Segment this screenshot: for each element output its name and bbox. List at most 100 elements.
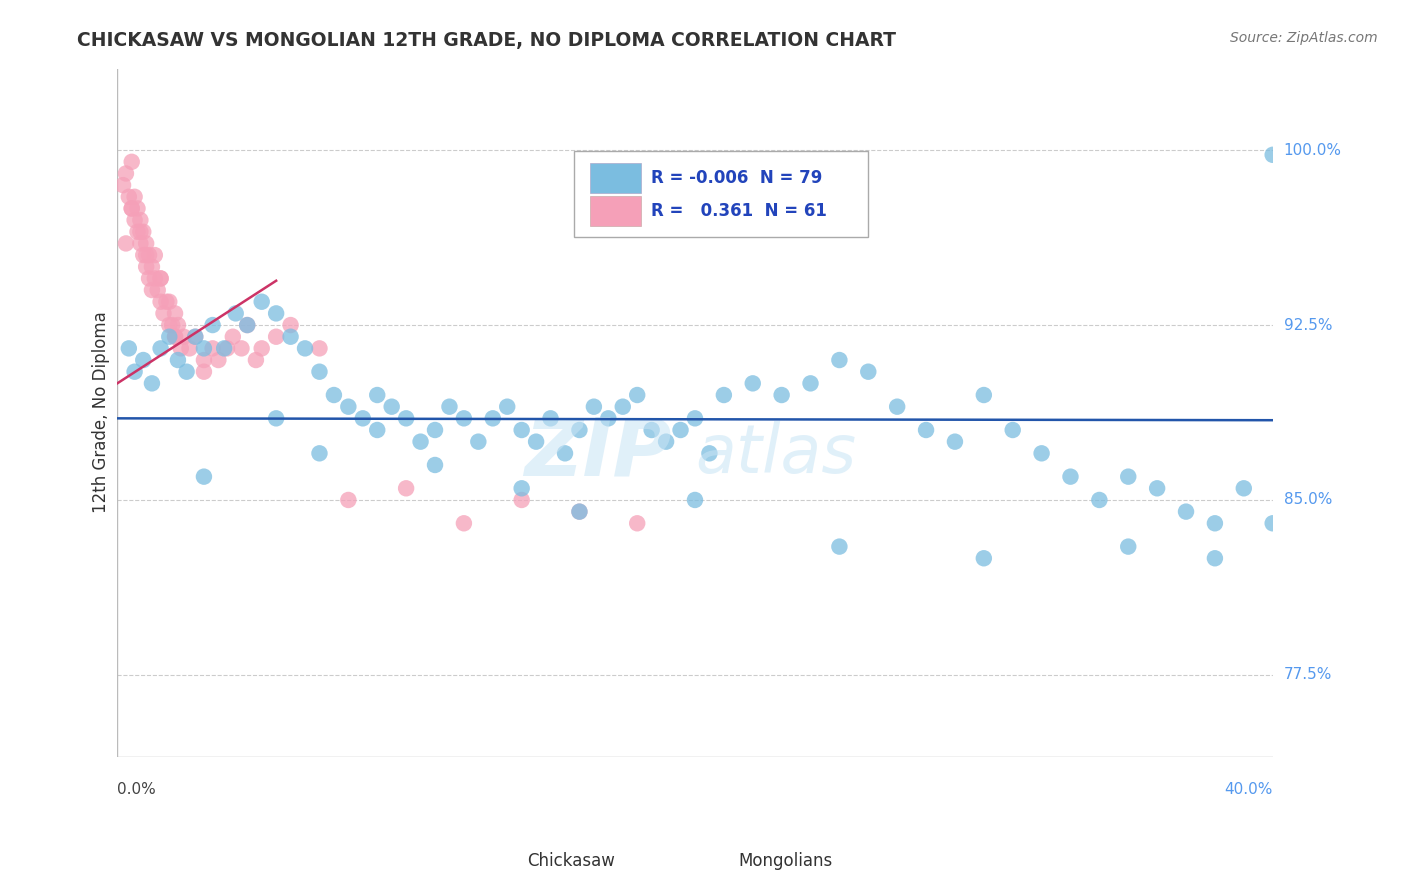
Point: [582, 400, 605, 414]
Point: [1175, 505, 1198, 519]
Text: Mongolians: Mongolians: [738, 852, 832, 870]
Point: [193, 469, 215, 483]
Point: [149, 271, 172, 285]
Point: [886, 400, 908, 414]
Point: [170, 342, 193, 356]
Point: [143, 271, 166, 285]
Point: [264, 411, 287, 425]
Point: [129, 236, 152, 251]
Point: [236, 318, 259, 332]
Point: [481, 411, 503, 425]
Point: [135, 236, 157, 251]
Point: [308, 342, 330, 356]
Point: [915, 423, 938, 437]
Point: [366, 423, 388, 437]
Text: 92.5%: 92.5%: [1284, 318, 1333, 333]
Point: [381, 400, 404, 414]
Point: [135, 260, 157, 274]
Point: [366, 388, 388, 402]
Text: Source: ZipAtlas.com: Source: ZipAtlas.com: [1230, 31, 1378, 45]
Point: [163, 329, 186, 343]
Point: [141, 283, 163, 297]
Point: [121, 202, 143, 216]
Text: 85.0%: 85.0%: [1284, 492, 1331, 508]
Point: [568, 505, 591, 519]
Point: [1146, 481, 1168, 495]
Point: [626, 516, 648, 531]
Point: [1116, 540, 1139, 554]
Point: [149, 271, 172, 285]
Point: [540, 411, 562, 425]
Point: [118, 190, 141, 204]
Point: [1204, 516, 1226, 531]
Point: [598, 411, 620, 425]
Text: 40.0%: 40.0%: [1225, 781, 1272, 797]
Text: 100.0%: 100.0%: [1284, 143, 1341, 158]
Point: [193, 353, 215, 368]
Point: [770, 388, 793, 402]
Point: [409, 434, 432, 449]
Point: [352, 411, 374, 425]
Point: [138, 271, 160, 285]
Point: [1116, 469, 1139, 483]
Point: [124, 365, 146, 379]
Point: [524, 434, 547, 449]
Point: [1088, 492, 1111, 507]
Point: [395, 481, 418, 495]
Point: [1261, 148, 1284, 162]
Point: [193, 365, 215, 379]
Point: [308, 365, 330, 379]
Point: [157, 318, 180, 332]
Point: [439, 400, 461, 414]
Point: [149, 294, 172, 309]
Point: [112, 178, 135, 193]
Point: [264, 329, 287, 343]
Point: [1031, 446, 1053, 460]
Point: [146, 283, 169, 297]
Point: [973, 388, 995, 402]
Point: [510, 481, 533, 495]
Point: [467, 434, 489, 449]
Point: [395, 411, 418, 425]
Point: [129, 213, 152, 227]
Point: [157, 329, 180, 343]
Point: [554, 446, 576, 460]
Point: [201, 342, 224, 356]
Point: [163, 306, 186, 320]
Point: [132, 248, 155, 262]
Point: [568, 505, 591, 519]
Point: [149, 342, 172, 356]
Point: [683, 411, 706, 425]
Point: [160, 318, 183, 332]
Point: [250, 294, 273, 309]
FancyBboxPatch shape: [591, 162, 641, 193]
Y-axis label: 12th Grade, No Diploma: 12th Grade, No Diploma: [93, 311, 110, 514]
Point: [423, 458, 446, 472]
Point: [669, 423, 692, 437]
Point: [132, 353, 155, 368]
Point: [118, 342, 141, 356]
Point: [280, 318, 302, 332]
Point: [250, 342, 273, 356]
Point: [699, 446, 721, 460]
Point: [1261, 516, 1284, 531]
FancyBboxPatch shape: [574, 151, 869, 237]
Point: [713, 388, 735, 402]
Point: [124, 190, 146, 204]
Point: [215, 342, 238, 356]
Point: [496, 400, 519, 414]
Point: [612, 400, 634, 414]
Point: [167, 353, 190, 368]
Point: [225, 306, 247, 320]
Point: [121, 202, 143, 216]
Point: [1204, 551, 1226, 566]
Point: [683, 492, 706, 507]
Point: [184, 329, 207, 343]
Point: [568, 423, 591, 437]
Point: [121, 154, 143, 169]
Point: [132, 225, 155, 239]
Point: [127, 225, 149, 239]
Text: CHICKASAW VS MONGOLIAN 12TH GRADE, NO DIPLOMA CORRELATION CHART: CHICKASAW VS MONGOLIAN 12TH GRADE, NO DI…: [77, 31, 897, 50]
Point: [1233, 481, 1256, 495]
Point: [1059, 469, 1081, 483]
